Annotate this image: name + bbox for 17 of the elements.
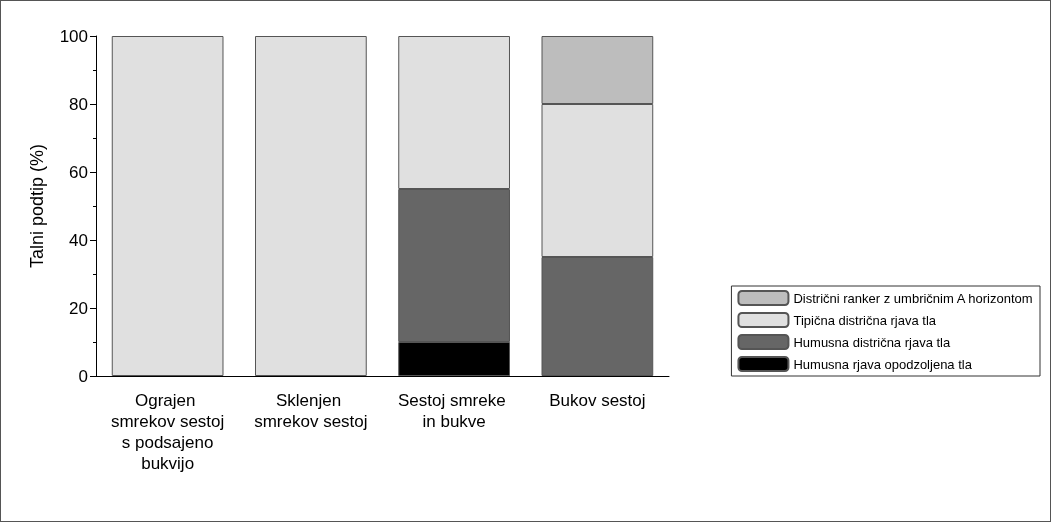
bar: [111, 36, 224, 376]
y-axis-title: Talni podtip (%): [27, 143, 47, 269]
legend-label: Humusna rjava opodzoljena tla: [793, 356, 973, 372]
y-tick-label: 80: [69, 94, 88, 114]
y-tick-label: 20: [69, 298, 88, 318]
x-tick-label: Ograjen smrekov sestoj s podsajeno bukvijo: [110, 391, 225, 473]
x-tick-label: Bukov sestoj: [549, 391, 646, 410]
x-tick-label: Sestoj smreke in bukve: [397, 391, 511, 431]
legend-label: Distrični ranker z umbričnim A horizontom: [793, 290, 1033, 306]
legend-label: Tipična distrična rjava tla: [793, 312, 937, 328]
y-tick-label: 60: [69, 162, 88, 182]
y-tick-label: 100: [59, 26, 88, 46]
bar: [255, 36, 367, 376]
legend-label: Humusna distrična rjava tla: [793, 334, 951, 350]
x-tick-label: Sklenjen smrekov sestoj: [254, 391, 368, 431]
y-tick-label: 0: [78, 366, 88, 386]
y-tick-label: 40: [69, 230, 88, 250]
